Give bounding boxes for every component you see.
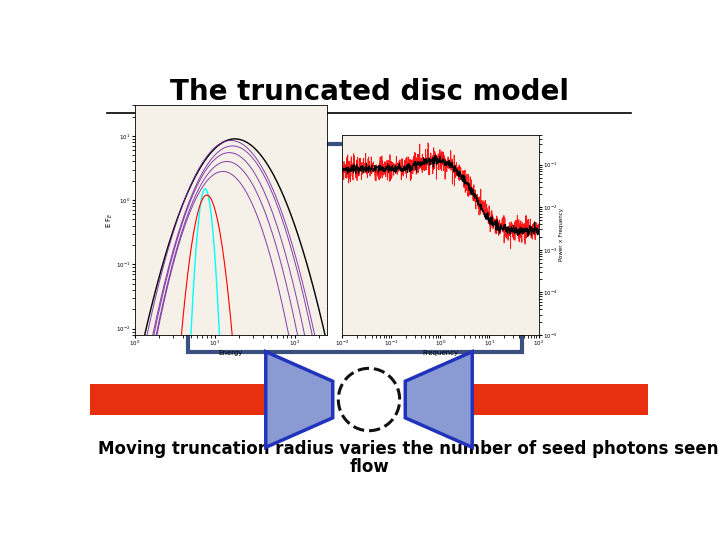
Y-axis label: E F$_E$: E F$_E$ [104, 212, 114, 228]
Y-axis label: Power × Frequency: Power × Frequency [559, 208, 564, 261]
Polygon shape [266, 352, 333, 447]
Bar [90, 384, 266, 415]
Polygon shape [405, 352, 472, 447]
FancyBboxPatch shape [188, 144, 523, 352]
X-axis label: Energy: Energy [219, 350, 243, 356]
Text: XTE 1550-564: XTE 1550-564 [370, 320, 497, 338]
Text: flow: flow [349, 458, 389, 476]
Bar [472, 384, 648, 415]
Text: Moving truncation radius varies the number of seed photons seen by the: Moving truncation radius varies the numb… [99, 441, 720, 458]
Text: The truncated disc model: The truncated disc model [169, 78, 569, 106]
X-axis label: Frequency: Frequency [422, 350, 459, 356]
